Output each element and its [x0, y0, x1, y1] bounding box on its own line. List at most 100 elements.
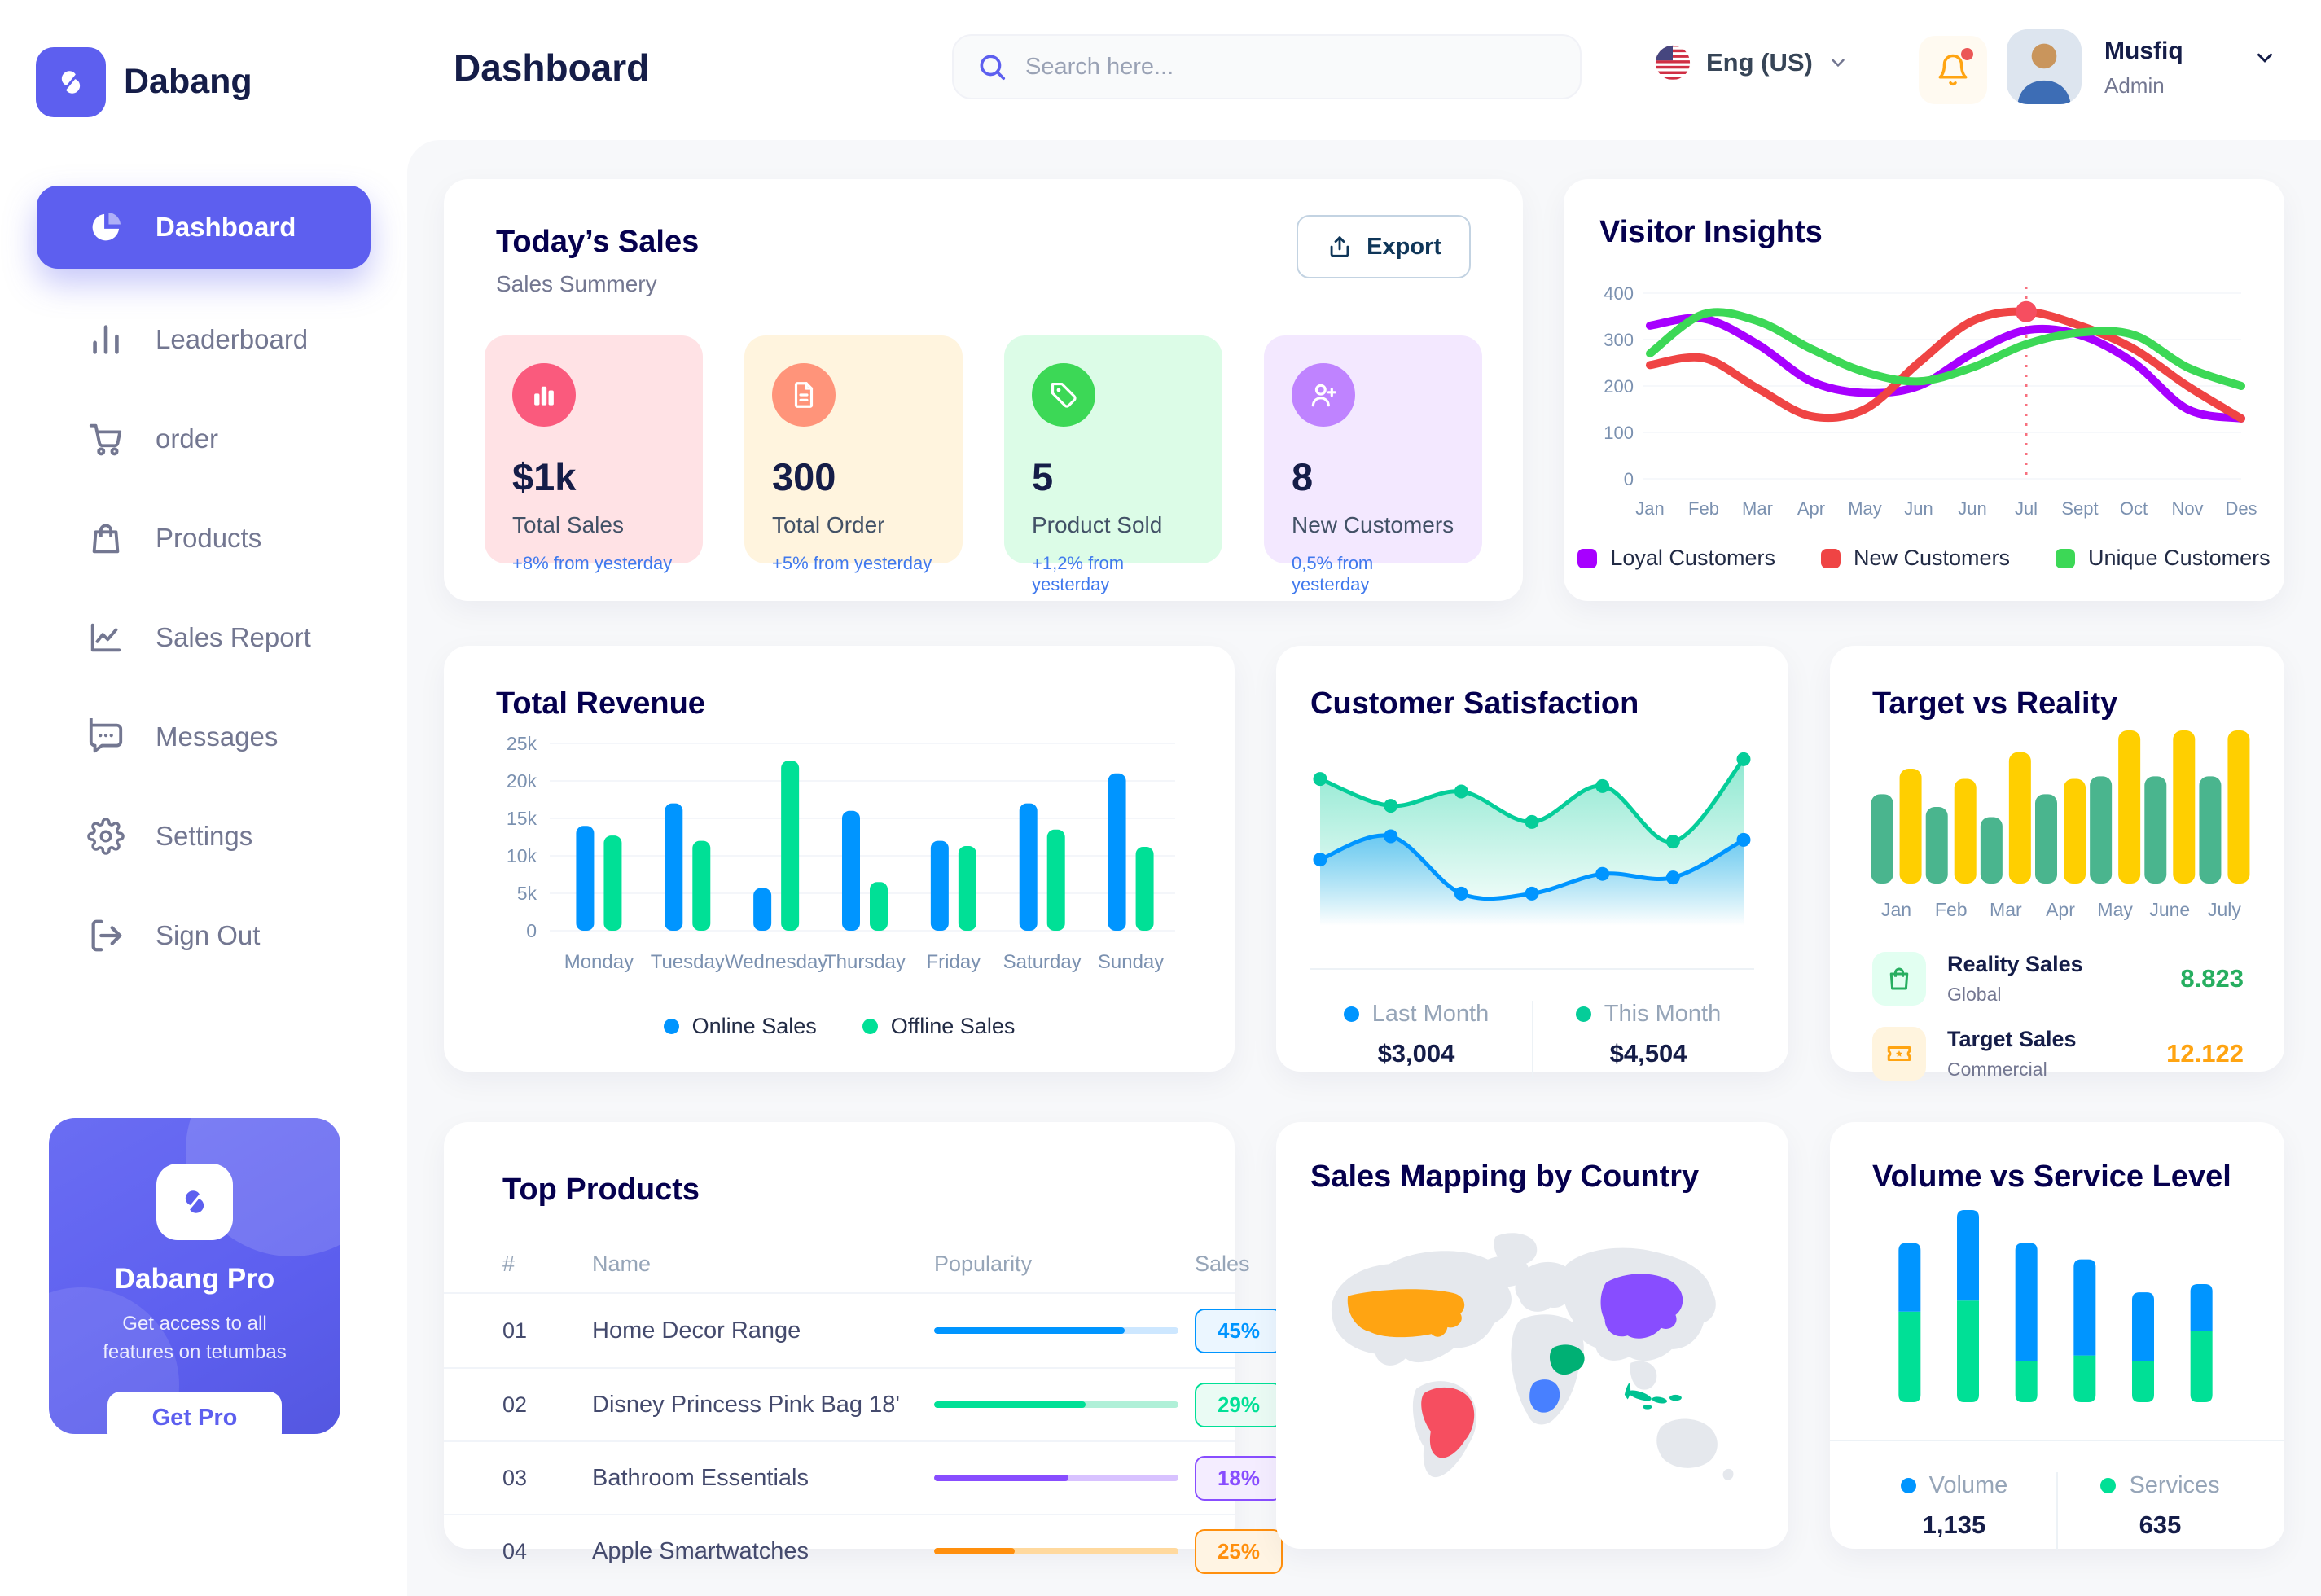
popularity-bar	[934, 1327, 1178, 1334]
svg-text:June: June	[2149, 899, 2190, 920]
reality-sales-value: 8.823	[2180, 964, 2244, 993]
svg-text:Nov: Nov	[2171, 498, 2203, 519]
search-input[interactable]	[1025, 53, 1514, 81]
svg-text:15k: 15k	[507, 808, 537, 829]
svg-text:May: May	[2097, 899, 2133, 920]
svg-text:400: 400	[1604, 283, 1634, 304]
top-products-title: Top Products	[502, 1173, 700, 1207]
sales-badge: 45%	[1195, 1308, 1283, 1353]
top-products-card: Top Products # Name Popularity Sales 01 …	[444, 1122, 1283, 1574]
ticket-icon	[1887, 1046, 1911, 1061]
sidebar-item-products[interactable]: Products	[37, 497, 371, 580]
chevron-down-icon	[2257, 53, 2272, 63]
svg-text:200: 200	[1604, 376, 1634, 397]
sidebar-item-sales-report[interactable]: Sales Report	[37, 596, 371, 679]
bar-chart-icon	[534, 386, 554, 406]
legend-volume: Volume 1,135	[1852, 1472, 2056, 1540]
sales-badge: 18%	[1195, 1455, 1283, 1501]
stat-card-total-sales: $1k Total Sales +8% from yesterday	[485, 335, 703, 573]
volume-service-card: Volume vs Service Level Volume 1,135 Ser…	[1830, 1122, 2284, 1550]
brand-logo-icon	[36, 47, 106, 117]
svg-text:25k: 25k	[507, 733, 537, 754]
notifications-button[interactable]	[1919, 36, 1987, 104]
target-sales-legend-row: Target Sales Commercial 12.122	[1872, 1027, 2244, 1081]
legend-new-customers: New Customers	[1820, 546, 2010, 571]
svg-text:Tuesday: Tuesday	[651, 951, 725, 973]
svg-text:Sept: Sept	[2061, 498, 2098, 519]
sidebar-item-order[interactable]: order	[37, 397, 371, 480]
dabang-logo-glyph	[185, 1190, 204, 1213]
avatar[interactable]	[2007, 29, 2082, 104]
reality-sales-legend-row: Reality Sales Global 8.823	[1872, 952, 2244, 1006]
svg-text:Jun: Jun	[1904, 498, 1933, 519]
legend-online-sales: Online Sales	[663, 1014, 817, 1039]
top-header: Dabang Dashboard Eng (US)	[0, 0, 2321, 140]
map-country-united-states[interactable]	[1347, 1289, 1465, 1338]
line-chart-icon	[90, 623, 121, 652]
products-table-header: # Name Popularity Sales	[502, 1251, 1250, 1276]
export-button[interactable]: Export	[1297, 215, 1471, 278]
satisfaction-legend: Last Month $3,004 This Month $4,504	[1276, 1001, 1788, 1079]
svg-text:10k: 10k	[507, 845, 537, 866]
legend-this-month: This Month $4,504	[1533, 1001, 1764, 1068]
language-label: Eng (US)	[1706, 48, 1813, 77]
sidebar-item-settings[interactable]: Settings	[37, 795, 371, 878]
order-stat-icon	[772, 363, 836, 427]
todays-sales-subtitle: Sales Summery	[496, 271, 657, 296]
svg-text:5k: 5k	[517, 883, 537, 904]
customer-satisfaction-chart	[1313, 752, 1751, 926]
svg-text:Mar: Mar	[1742, 498, 1773, 519]
customer-satisfaction-title: Customer Satisfaction	[1310, 686, 1639, 721]
svg-text:Mar: Mar	[1990, 899, 2022, 920]
sidebar-item-leaderboard[interactable]: Leaderboard	[37, 298, 371, 381]
pro-upgrade-card: Dabang Pro Get access to all features on…	[49, 1118, 340, 1434]
visitor-insights-chart: 0 100 200 300 400 Jan Feb Mar Apr May Jun Jun Jul Sep…	[1604, 283, 2257, 519]
svg-text:May: May	[1848, 498, 1882, 519]
svg-text:0: 0	[526, 920, 537, 941]
svg-text:Des: Des	[2225, 498, 2257, 519]
search-bar[interactable]	[952, 34, 1582, 99]
target-sales-icon-tile	[1872, 1027, 1926, 1081]
svg-text:Jun: Jun	[1958, 498, 1986, 519]
target-sales-value: 12.122	[2166, 1039, 2244, 1068]
pro-logo-icon	[156, 1164, 233, 1240]
svg-text:Jan: Jan	[1635, 498, 1664, 519]
services-total: 635	[2139, 1510, 2182, 1539]
customer-satisfaction-card: Customer Satisfaction Last Month $3,004 …	[1276, 646, 1788, 1079]
page-title: Dashboard	[454, 46, 650, 89]
visitor-insights-card: Visitor Insights 0 100 200 300 400 Jan Feb Mar A…	[1564, 179, 2284, 601]
map-country-china[interactable]	[1600, 1274, 1683, 1339]
stat-card-new-customers: 8 New Customers 0,5% from yesterday	[1264, 335, 1482, 594]
sidebar-item-messages[interactable]: Messages	[37, 695, 371, 778]
map-country-indonesia[interactable]	[1624, 1383, 1682, 1410]
world-map	[1331, 1233, 1734, 1480]
brand-name: Dabang	[124, 62, 252, 101]
target-vs-reality-card: Target vs Reality Jan Feb Mar Apr May June Jul…	[1830, 646, 2284, 1081]
legend-services: Services 635	[2058, 1472, 2262, 1540]
language-selector[interactable]: Eng (US)	[1654, 44, 1849, 81]
map-country-brazil[interactable]	[1421, 1387, 1475, 1458]
tag-icon	[1051, 382, 1077, 408]
target-vs-reality-title: Target vs Reality	[1872, 686, 2118, 721]
todays-sales-title: Today’s Sales	[496, 225, 700, 259]
sidebar-item-dashboard[interactable]: Dashboard	[37, 186, 371, 269]
sales-badge: 29%	[1195, 1382, 1283, 1427]
sidebar: Dashboard Leaderboard order Products	[0, 140, 407, 1596]
map-country-saudi-arabia[interactable]	[1549, 1344, 1585, 1375]
svg-text:Apr: Apr	[2046, 899, 2075, 920]
popularity-bar	[934, 1548, 1178, 1554]
svg-text:Wednesday: Wednesday	[725, 951, 827, 973]
export-icon	[1330, 236, 1349, 257]
profile-menu-button[interactable]	[2253, 46, 2277, 74]
volume-service-chart	[1898, 1210, 2213, 1402]
svg-text:20k: 20k	[507, 770, 537, 791]
table-row: 04 Apple Smartwatches 25%	[444, 1514, 1283, 1587]
svg-text:July: July	[2208, 899, 2241, 920]
get-pro-button[interactable]: Get Pro	[107, 1391, 282, 1434]
total-revenue-chart: 0 5k 10k 15k 20k 25k Monday Tuesday WednesdayThu…	[507, 733, 1175, 973]
total-revenue-title: Total Revenue	[496, 686, 705, 721]
pro-card-title: Dabang Pro	[114, 1263, 275, 1295]
gear-icon	[87, 818, 125, 855]
sidebar-item-sign-out[interactable]: Sign Out	[37, 894, 371, 977]
map-country-dr-congo[interactable]	[1529, 1379, 1560, 1413]
